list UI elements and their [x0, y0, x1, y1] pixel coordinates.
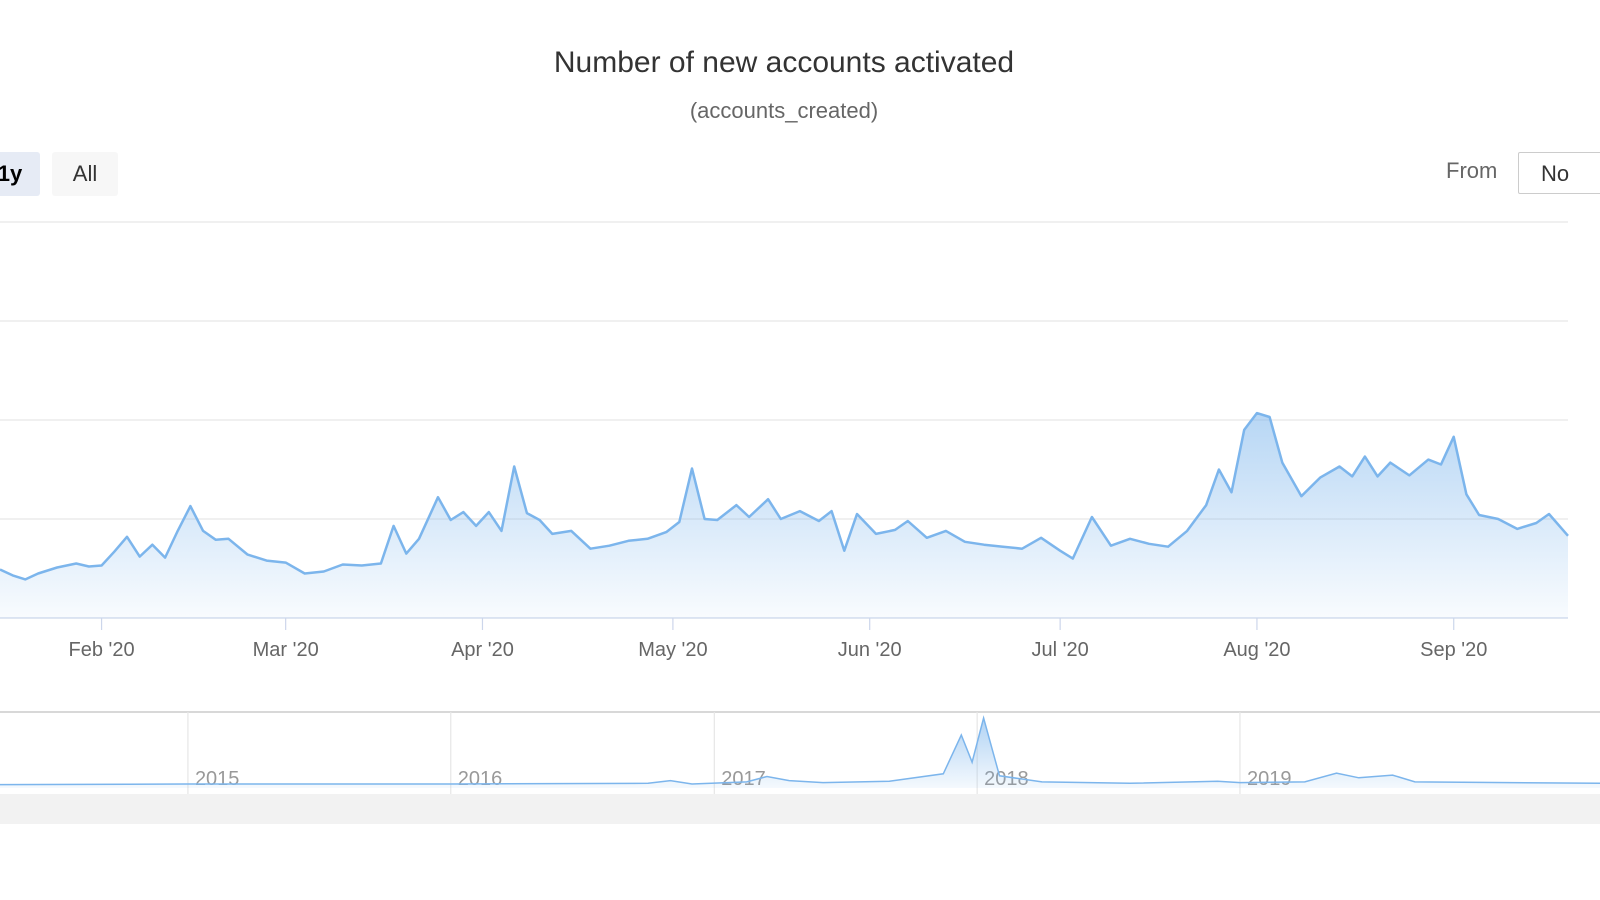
- chart-title: Number of new accounts activated: [553, 46, 1015, 79]
- x-tick-label: May '20: [638, 639, 707, 661]
- navigator-scrollbar[interactable]: [0, 794, 1600, 824]
- x-tick-label: Aug '20: [1223, 639, 1290, 661]
- x-tick-label: Feb '20: [69, 639, 135, 661]
- x-tick-label: Sep '20: [1420, 639, 1487, 661]
- from-label: From: [1446, 158, 1498, 183]
- x-tick-label: Apr '20: [451, 639, 514, 661]
- navigator-series-line: [0, 715, 1600, 786]
- series-area: [0, 413, 1568, 618]
- series-line: [0, 411, 1569, 581]
- from-date-input[interactable]: No: [1518, 152, 1600, 194]
- x-tick-label: Jul '20: [1032, 639, 1089, 661]
- x-tick-label: Jun '20: [838, 639, 902, 661]
- x-tick-label: Mar '20: [253, 639, 319, 661]
- range-button-1y[interactable]: 1y: [0, 152, 40, 196]
- chart-subtitle: (accounts_created): [689, 98, 879, 123]
- range-button-all[interactable]: All: [52, 152, 118, 196]
